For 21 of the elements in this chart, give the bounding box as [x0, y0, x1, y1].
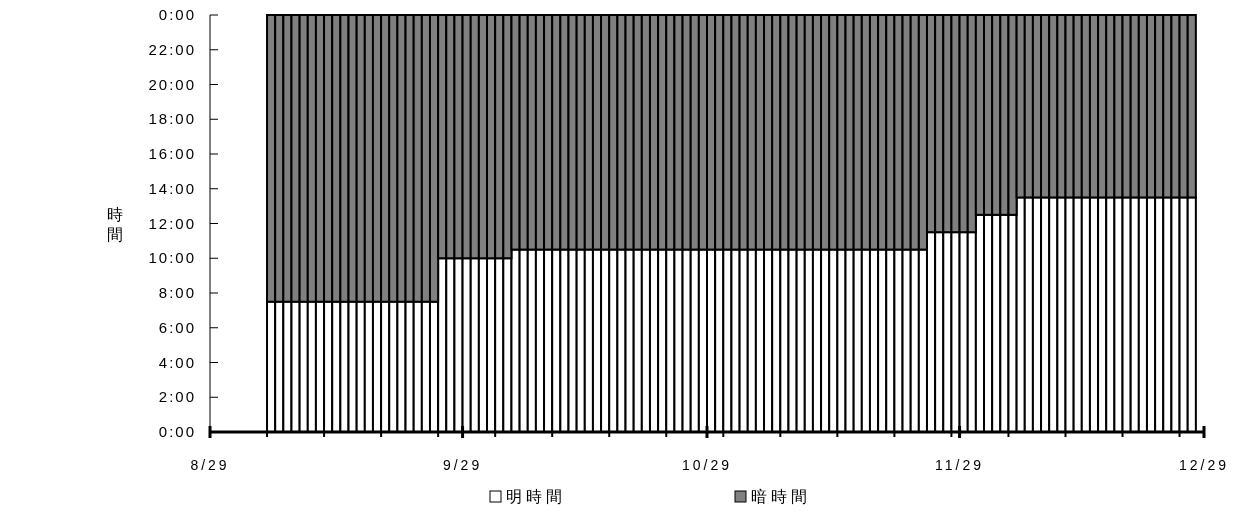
- y-tick-label: 4:00: [158, 353, 196, 371]
- y-tick-label: 18:00: [148, 110, 196, 128]
- y-tick-label: 10:00: [148, 249, 196, 267]
- y-tick-label: 14:00: [148, 179, 196, 197]
- y-tick-label: 0:00: [158, 6, 196, 23]
- x-tick-label: 10/29: [681, 457, 733, 473]
- legend-label: 暗時間: [751, 488, 811, 505]
- y-tick-label: 16:00: [148, 145, 196, 162]
- y-axis-title: 時間: [107, 205, 123, 243]
- x-tick-label: 8/29: [190, 457, 230, 473]
- x-tick-label: 11/29: [935, 457, 985, 473]
- x-tick-label: 12/29: [1178, 457, 1230, 473]
- x-tick-label: 9/29: [442, 457, 483, 473]
- y-tick-label: 6:00: [158, 318, 196, 336]
- y-tick-label: 2:00: [158, 388, 196, 406]
- y-tick-label: 20:00: [148, 75, 196, 93]
- legend-label: 明時間: [506, 488, 566, 505]
- y-tick-label: 22:00: [148, 40, 196, 58]
- y-tick-label: 8:00: [158, 284, 196, 301]
- y-tick-label: 0:00: [158, 423, 196, 440]
- y-tick-label: 12:00: [148, 214, 196, 232]
